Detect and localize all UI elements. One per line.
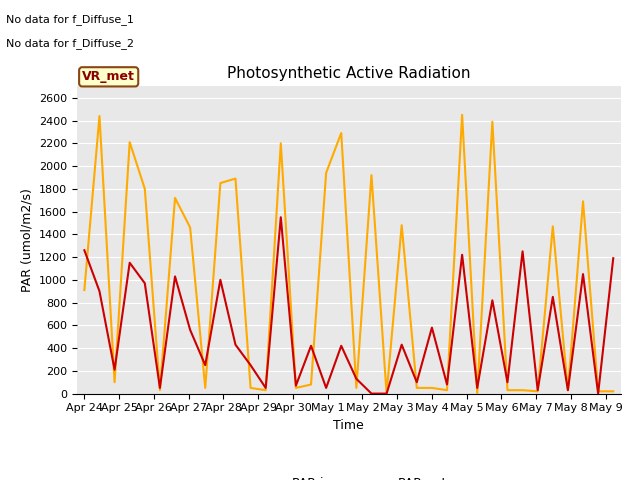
Text: No data for f_Diffuse_1: No data for f_Diffuse_1 bbox=[6, 14, 134, 25]
Text: VR_met: VR_met bbox=[82, 71, 135, 84]
Title: Photosynthetic Active Radiation: Photosynthetic Active Radiation bbox=[227, 66, 470, 81]
Legend: PAR in, PAR out: PAR in, PAR out bbox=[246, 472, 451, 480]
Text: No data for f_Diffuse_2: No data for f_Diffuse_2 bbox=[6, 38, 134, 49]
Y-axis label: PAR (umol/m2/s): PAR (umol/m2/s) bbox=[20, 188, 33, 292]
X-axis label: Time: Time bbox=[333, 419, 364, 432]
